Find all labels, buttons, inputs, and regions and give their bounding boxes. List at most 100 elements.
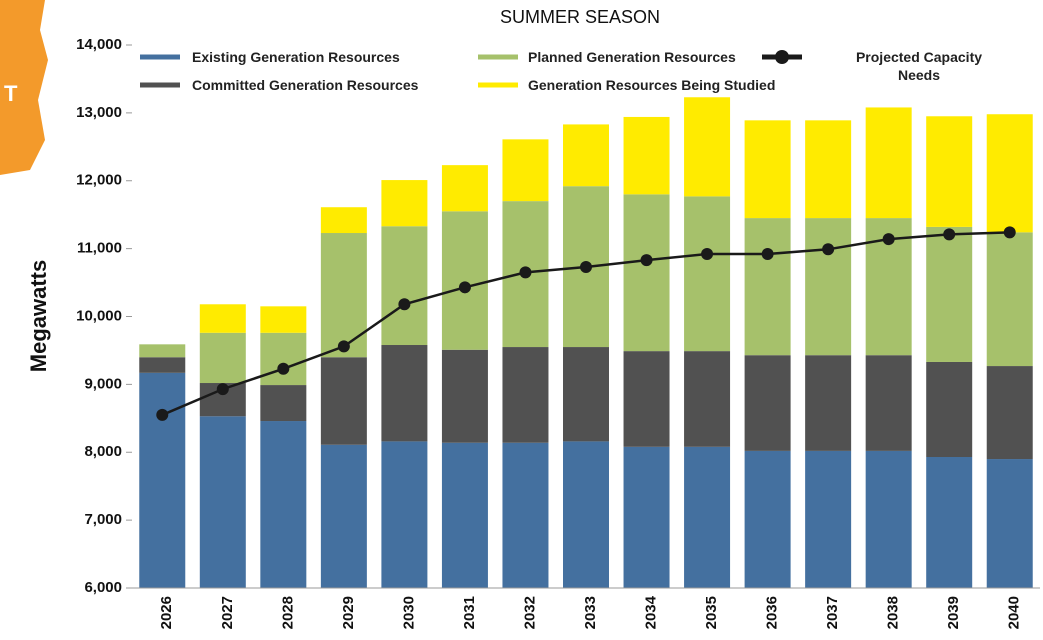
y-tick-label: 12,000 xyxy=(76,172,122,189)
legend-label: Planned Generation Resources xyxy=(528,48,736,66)
bar-segment xyxy=(624,194,670,351)
bar-segment xyxy=(381,226,427,345)
x-tick-label: 2039 xyxy=(945,596,962,629)
line-marker xyxy=(822,243,834,255)
legend-label: Generation Resources Being Studied xyxy=(528,76,775,94)
x-tick-label: 2032 xyxy=(521,596,538,629)
legend-marker xyxy=(775,50,789,64)
bar-segment xyxy=(442,211,488,349)
bar-segment xyxy=(200,304,246,333)
bar-segment xyxy=(260,333,306,385)
plot xyxy=(139,97,1032,588)
bar-segment xyxy=(502,443,548,588)
bar-segment xyxy=(684,196,730,351)
bar-segment xyxy=(684,447,730,588)
bar-segment xyxy=(866,451,912,588)
legend-label: Committed Generation Resources xyxy=(192,76,418,94)
bar-segment xyxy=(321,445,367,588)
bar-segment xyxy=(624,447,670,588)
y-axis-label: Megawatts xyxy=(26,260,51,372)
bar-segment xyxy=(624,351,670,447)
bar-segment xyxy=(200,416,246,588)
bar-segment xyxy=(745,120,791,218)
bar-segment xyxy=(745,218,791,355)
bar-segment xyxy=(442,165,488,211)
bar-segment xyxy=(745,355,791,451)
bar-segment xyxy=(926,116,972,227)
bar-segment xyxy=(442,443,488,588)
x-tick-label: 2040 xyxy=(1006,596,1023,629)
line-marker xyxy=(641,254,653,266)
line-marker xyxy=(338,340,350,352)
bar-segment xyxy=(502,347,548,443)
bar-segment xyxy=(926,362,972,457)
line-marker xyxy=(156,409,168,421)
line-marker xyxy=(519,266,531,278)
bar-segment xyxy=(139,344,185,357)
bar-segment xyxy=(805,218,851,355)
legend-label: Projected Capacity Needs xyxy=(834,48,1004,84)
bar-segment xyxy=(805,120,851,218)
y-tick-label: 13,000 xyxy=(76,104,122,121)
line-marker xyxy=(459,281,471,293)
line-marker xyxy=(1004,226,1016,238)
x-tick-label: 2028 xyxy=(279,596,296,629)
bar-segment xyxy=(926,227,972,362)
legend-label: Existing Generation Resources xyxy=(192,48,400,66)
bar-segment xyxy=(200,333,246,383)
page: T SUMMER SEASON Megawatts 6,000 7,000 8,00… xyxy=(0,0,1043,640)
y-tick-label: 8,000 xyxy=(84,443,122,460)
x-tick-label: 2030 xyxy=(400,596,417,629)
bar-segment xyxy=(321,357,367,445)
bar-segment xyxy=(442,350,488,443)
bar-segment xyxy=(321,207,367,233)
chart-title: SUMMER SEASON xyxy=(500,7,660,27)
bar-segment xyxy=(624,117,670,194)
bar-segment xyxy=(260,385,306,421)
line-marker xyxy=(883,233,895,245)
y-tick-label: 9,000 xyxy=(84,375,122,392)
bar-segment xyxy=(260,421,306,588)
bar-segment xyxy=(745,451,791,588)
bar-segment xyxy=(805,355,851,451)
y-tick-label: 10,000 xyxy=(76,307,122,324)
bar-segment xyxy=(987,232,1033,366)
decoration-text: T xyxy=(4,81,18,106)
x-tick-label: 2027 xyxy=(219,596,236,629)
bar-segment xyxy=(381,345,427,441)
bar-segment xyxy=(381,441,427,588)
x-tick-label: 2038 xyxy=(885,596,902,629)
line-marker xyxy=(701,248,713,260)
x-tick-label: 2033 xyxy=(582,596,599,629)
bar-segment xyxy=(866,107,912,218)
bar-segment xyxy=(684,97,730,196)
line-marker xyxy=(398,298,410,310)
bar-segment xyxy=(563,347,609,441)
bar-segment xyxy=(987,366,1033,459)
x-tick-label: 2035 xyxy=(703,596,720,629)
line-marker xyxy=(943,228,955,240)
bar-segment xyxy=(563,124,609,186)
bar-segment xyxy=(563,441,609,588)
y-tick-label: 7,000 xyxy=(84,511,122,528)
x-tick-label: 2037 xyxy=(824,596,841,629)
y-tick-label: 14,000 xyxy=(76,36,122,53)
line-marker xyxy=(762,248,774,260)
line-marker xyxy=(217,383,229,395)
x-tick-label: 2029 xyxy=(340,596,357,629)
bar-segment xyxy=(987,114,1033,232)
x-tick-label: 2036 xyxy=(764,596,781,629)
line-marker xyxy=(277,363,289,375)
bar-segment xyxy=(866,355,912,451)
bar-segment xyxy=(381,180,427,226)
bar-segment xyxy=(139,373,185,588)
x-tick-label: 2031 xyxy=(461,596,478,629)
bar-segment xyxy=(502,139,548,201)
bar-segment xyxy=(260,306,306,332)
bar-segment xyxy=(684,351,730,447)
y-tick-label: 11,000 xyxy=(77,240,122,257)
y-tick-label: 6,000 xyxy=(84,579,122,596)
bar-segment xyxy=(139,357,185,373)
bar-segment xyxy=(805,451,851,588)
chart: T SUMMER SEASON Megawatts 6,000 7,000 8,00… xyxy=(0,0,1043,640)
